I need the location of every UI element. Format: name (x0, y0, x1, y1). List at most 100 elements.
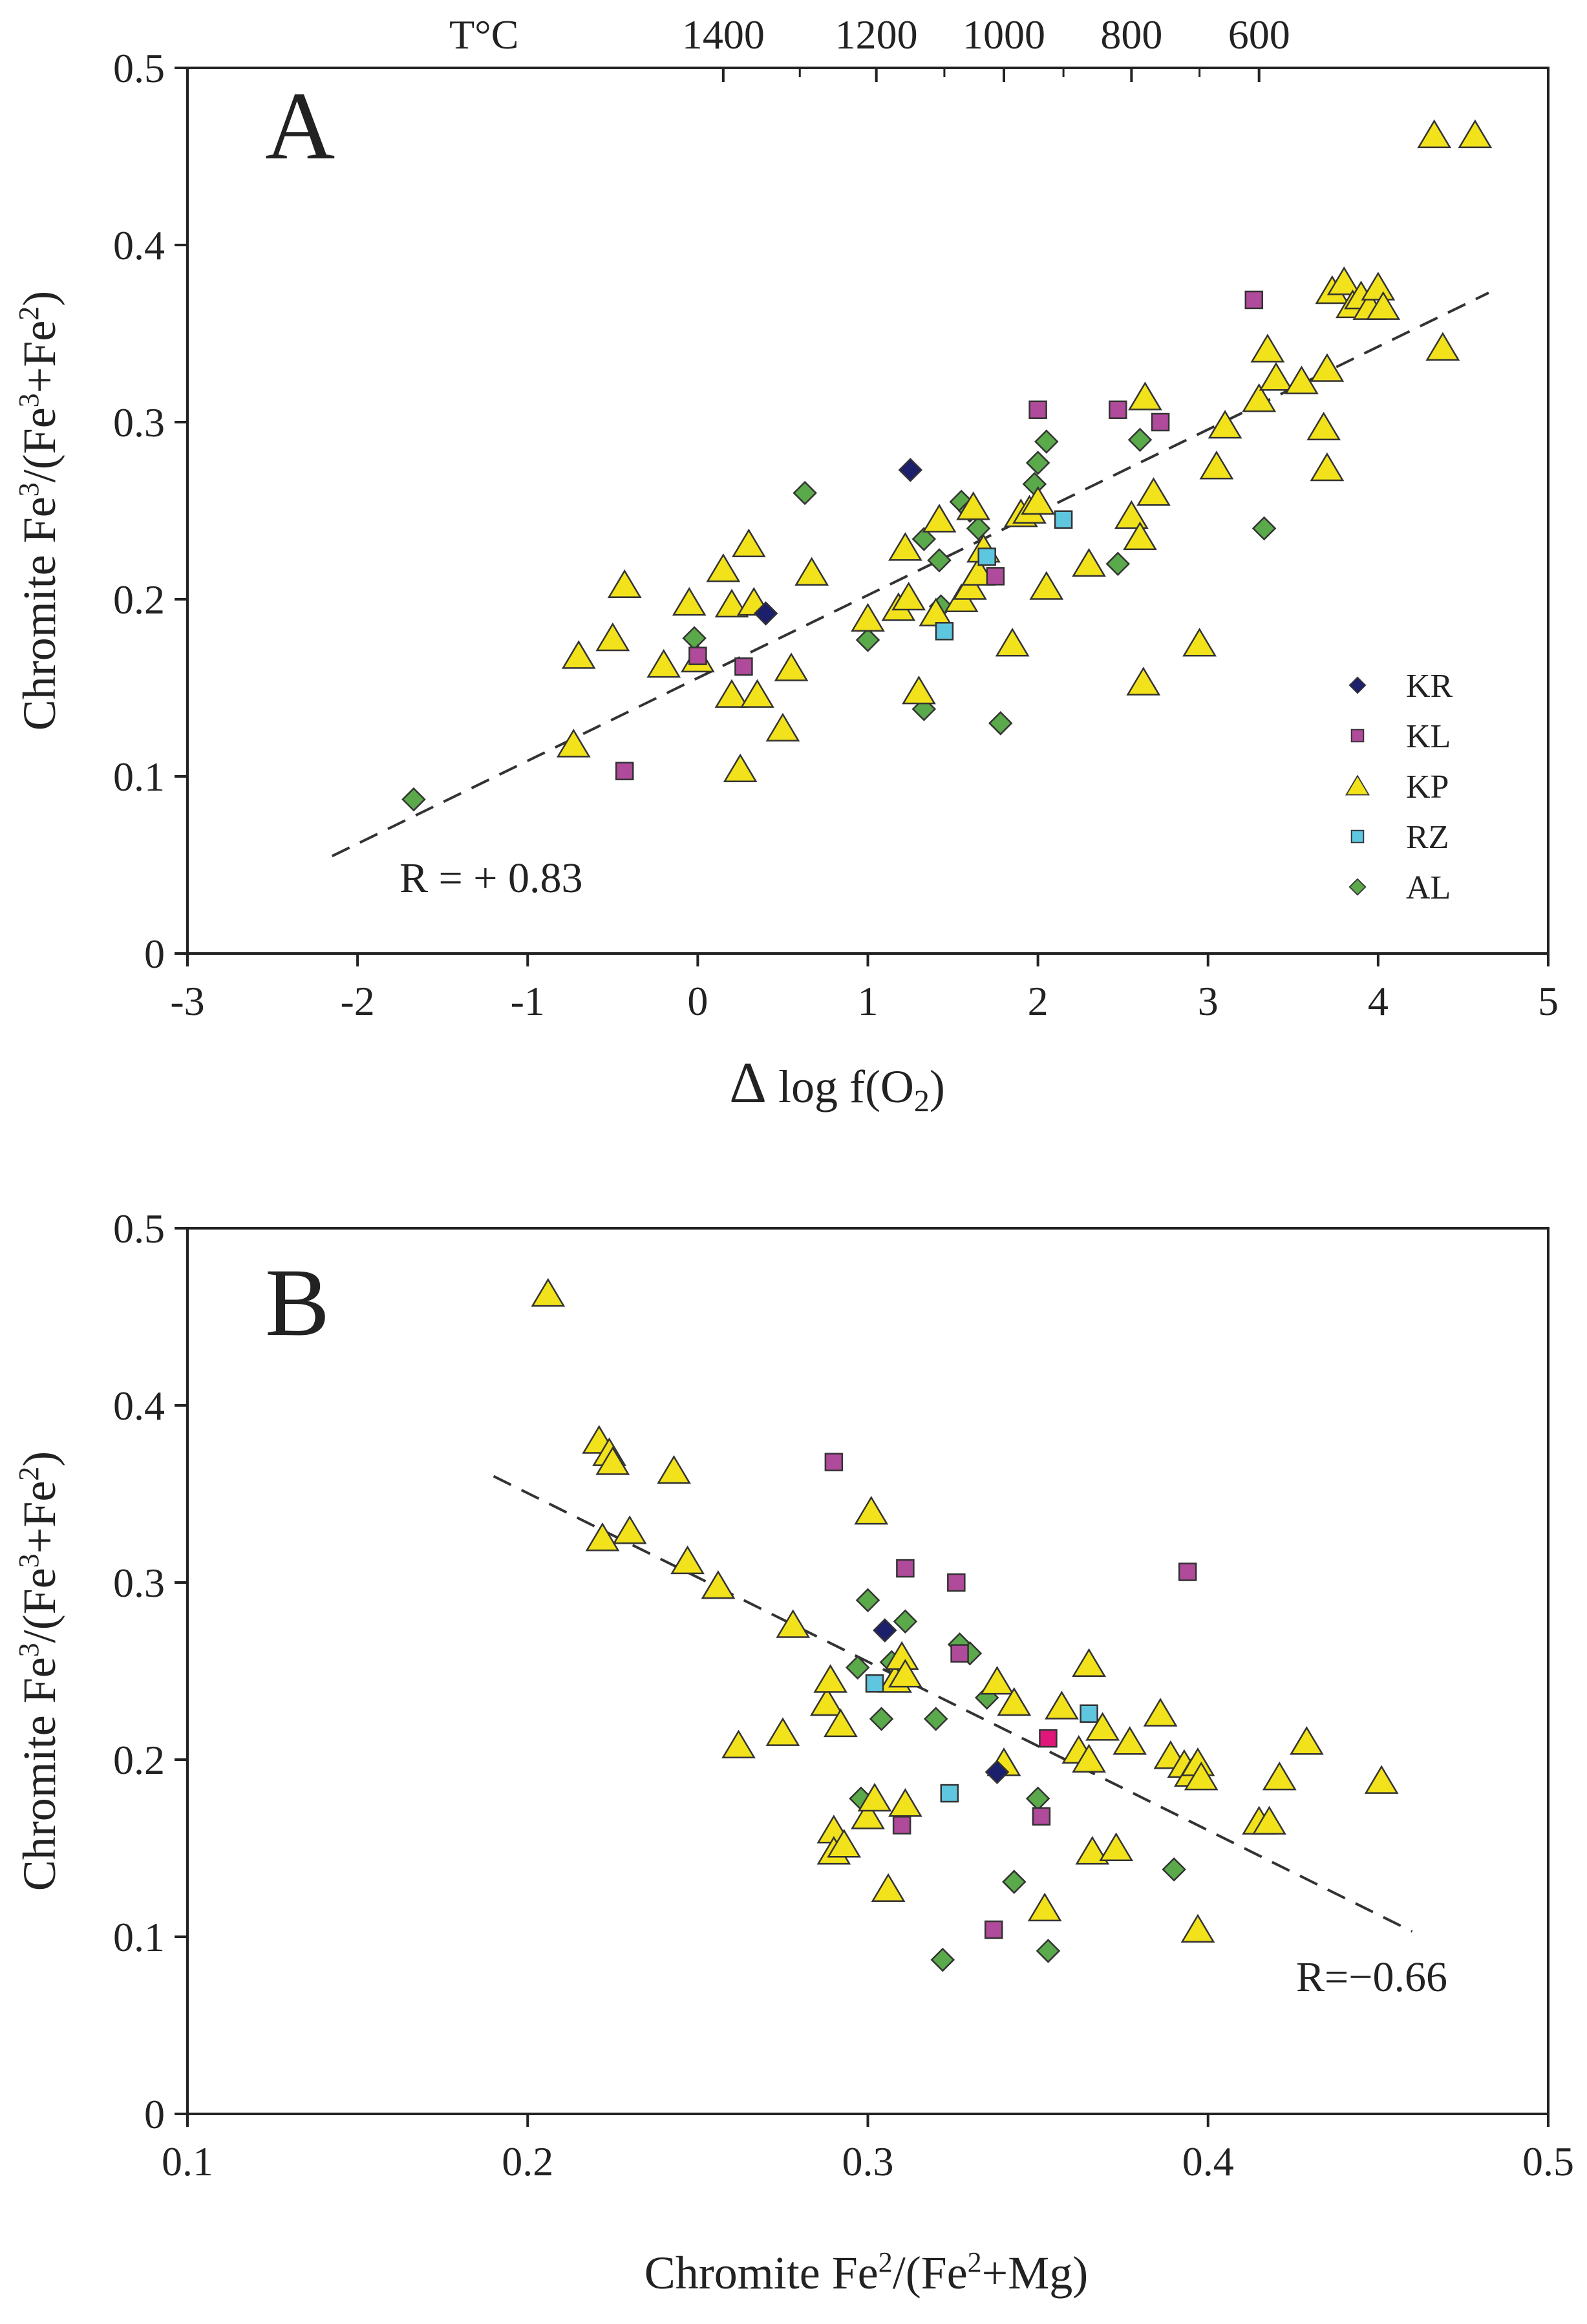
panel-a-point-kl (734, 657, 753, 676)
panel-a-point-kp (774, 652, 809, 681)
panel-b-point-kp (1143, 1698, 1178, 1727)
panel-b-point-kp (657, 1455, 691, 1484)
panel-a-x-tick-label: 4 (1368, 978, 1389, 1024)
panel-b-point-kl (1178, 1562, 1197, 1581)
panel-a-point-kl (688, 646, 707, 665)
panel-b-x-tick-label: 0.2 (502, 2138, 553, 2184)
panel-a-x-tick-label: 3 (1198, 978, 1219, 1024)
panel-b-correlation-label: R=−0.66 (1296, 1954, 1447, 2001)
panel-a-point-kl (1028, 400, 1047, 420)
panel-a-point-kp (902, 676, 936, 705)
panel-a-top-ticks: 1400 1200 1000 800 600 (682, 12, 1290, 82)
panel-b-point-kp (1099, 1832, 1134, 1861)
panel-b-point-kp (531, 1277, 566, 1307)
panel-a-points (401, 119, 1493, 812)
panel-a-point-kp (595, 622, 630, 652)
panel-b-y-tick-label: 0 (144, 2091, 165, 2137)
panel-b-point-kl (984, 1920, 1003, 1939)
panel-a-point-al (855, 628, 880, 652)
panel-a-x-tick-label: 2 (1028, 978, 1049, 1024)
panel-b-point-kp (765, 1717, 800, 1746)
panel-a-top-axis-title: T°C (449, 12, 518, 58)
panel-a-y-ticks: 0 0.1 0.2 0.3 0.4 0.5 (113, 45, 187, 977)
panel-b-x-tick-label: 0.3 (842, 2138, 894, 2184)
panel-b-point-kl (824, 1453, 844, 1471)
panel-a-point-kl (986, 567, 1005, 586)
panel-a-point-kp (1366, 291, 1401, 320)
panel-a-point-kp (731, 528, 766, 558)
panel-a-point-kp (607, 569, 642, 599)
panel-a-point-kl (1109, 400, 1127, 420)
panel-b-point-al (869, 1707, 894, 1731)
panel-b-point-kp (997, 1687, 1032, 1716)
panel-a-point-kp (956, 491, 991, 520)
panel-b-y-tick-label: 0.4 (113, 1383, 165, 1429)
panel-a-point-al (911, 527, 937, 551)
panel-b-y-axis-title: Chromite Fe3/(Fe3+Fe2) (13, 1451, 65, 1892)
panel-b-point-kp (776, 1609, 811, 1638)
panel-a-point-kp (1310, 452, 1345, 482)
panel-a-point-kp (1417, 119, 1452, 149)
panel-a-x-tick-label: -1 (511, 978, 545, 1024)
panel-a-y-tick-label: 0 (144, 931, 165, 977)
legend-marker-kl (1350, 729, 1365, 743)
panel-a-point-kp (740, 679, 774, 708)
panel-a-x-axis-title: Δ log f(O2) (729, 1051, 945, 1118)
panel-b-point-al (855, 1588, 880, 1613)
panel-a-x-tick-label: 1 (858, 978, 879, 1024)
panel-a-point-al (1034, 429, 1059, 454)
panel-b-x-tick-label: 0.1 (162, 2138, 213, 2184)
panel-b-point-kp (813, 1664, 848, 1693)
panel-a-point-kp (1182, 628, 1217, 657)
panel-b-point-kp (701, 1570, 736, 1599)
panel-b-point-rz (865, 1674, 884, 1693)
panel-b-y-tick-label: 0.2 (113, 1737, 165, 1783)
panel-b-x-axis-title: Chromite Fe2/(Fe2+Mg) (644, 2246, 1089, 2299)
panel-a-x-tick-label: 5 (1538, 978, 1559, 1024)
panel-b-point-al (1036, 1939, 1061, 1963)
panel-a-point-kr (753, 601, 778, 626)
panel-b-y-ticks: 0 0.1 0.2 0.3 0.4 0.5 (113, 1206, 187, 2137)
panel-a-point-kp (1361, 272, 1396, 301)
panel-b-point-kp (1085, 1712, 1120, 1741)
legend-label-al: AL (1406, 869, 1451, 906)
panel-b-points (531, 1277, 1399, 1972)
panel-b-point-kp (721, 1729, 756, 1759)
panel-b-point-kp (585, 1522, 620, 1551)
panel-b-point-kl (892, 1816, 911, 1835)
panel-a-point-kp (672, 587, 707, 616)
panel-b-point-kp (888, 1788, 922, 1817)
panel-a-point-kp (995, 628, 1030, 657)
panel-b-point-kp (827, 1829, 862, 1858)
panel-a-y-tick-label: 0.1 (113, 754, 165, 800)
panel-a-point-kp (1021, 485, 1056, 515)
panel-a-point-kp (1199, 451, 1234, 480)
panel-a-point-kp (1284, 365, 1319, 394)
panel-a-point-kp (646, 648, 681, 678)
panel-a-point-al (1251, 516, 1277, 541)
panel-b-point-kp (1262, 1761, 1297, 1791)
panel-b-point-kl (896, 1559, 915, 1578)
panel-a-point-kl (1151, 412, 1170, 432)
panel-a-point-kp (794, 557, 829, 586)
legend-marker-al (1348, 878, 1367, 896)
panel-a-y-tick-label: 0.5 (113, 45, 165, 91)
panel-a-point-rz (1054, 510, 1073, 529)
panel-b-point-kp (1184, 1761, 1219, 1791)
panel-b-point-kp (612, 1515, 647, 1544)
panel-a-point-kp (1326, 266, 1361, 295)
panel-a-point-kp (714, 679, 749, 708)
panel-b-point-kp (595, 1446, 630, 1475)
panel-a-point-kp (706, 553, 741, 582)
panel-a-top-tick-label: 600 (1228, 12, 1290, 58)
panel-a-point-rz (977, 547, 996, 566)
panel-b-trendline (493, 1475, 1413, 1933)
panel-a-point-kp (952, 571, 987, 600)
panel-b-point-kp (1045, 1690, 1079, 1720)
panel-b-point-rz (940, 1784, 959, 1803)
panel-a-point-al (1105, 551, 1131, 576)
panel-a-x-ticks: -3 -2 -1 0 1 2 3 4 5 (170, 954, 1559, 1024)
panel-a-point-kp (1114, 500, 1149, 529)
panel-a-point-kl (615, 762, 634, 781)
panel-b-point-kp (854, 1495, 889, 1525)
